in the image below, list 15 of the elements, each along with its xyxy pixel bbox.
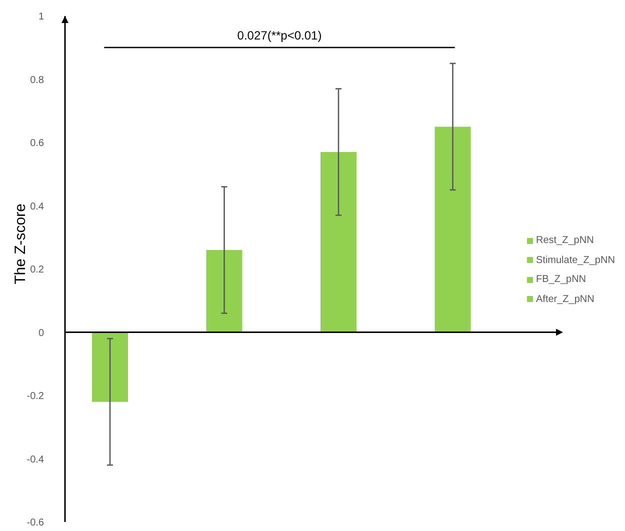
y-tick-label: -0.2 bbox=[26, 391, 44, 402]
y-tick-label: -0.4 bbox=[26, 454, 44, 466]
legend-label: Rest_Z_pNN bbox=[536, 235, 594, 246]
legend-label: After_Z_pNN bbox=[536, 294, 594, 305]
legend-label: Stimulate_Z_pNN bbox=[536, 254, 615, 266]
legend-label: FB_Z_pNN bbox=[536, 274, 586, 286]
y-tick-label: -0.6 bbox=[26, 518, 44, 529]
y-tick-label: 0.6 bbox=[30, 138, 44, 150]
y-axis-title: The Z-score bbox=[12, 204, 28, 284]
y-tick-label: 1 bbox=[38, 12, 44, 23]
y-tick-label: 0 bbox=[38, 328, 44, 339]
y-tick-label: 0.4 bbox=[30, 201, 44, 212]
annotation: 0.027(**p<0.01) bbox=[237, 28, 322, 42]
y-tick-label: 0.2 bbox=[30, 264, 44, 276]
y-tick-label: 0.8 bbox=[30, 74, 44, 86]
